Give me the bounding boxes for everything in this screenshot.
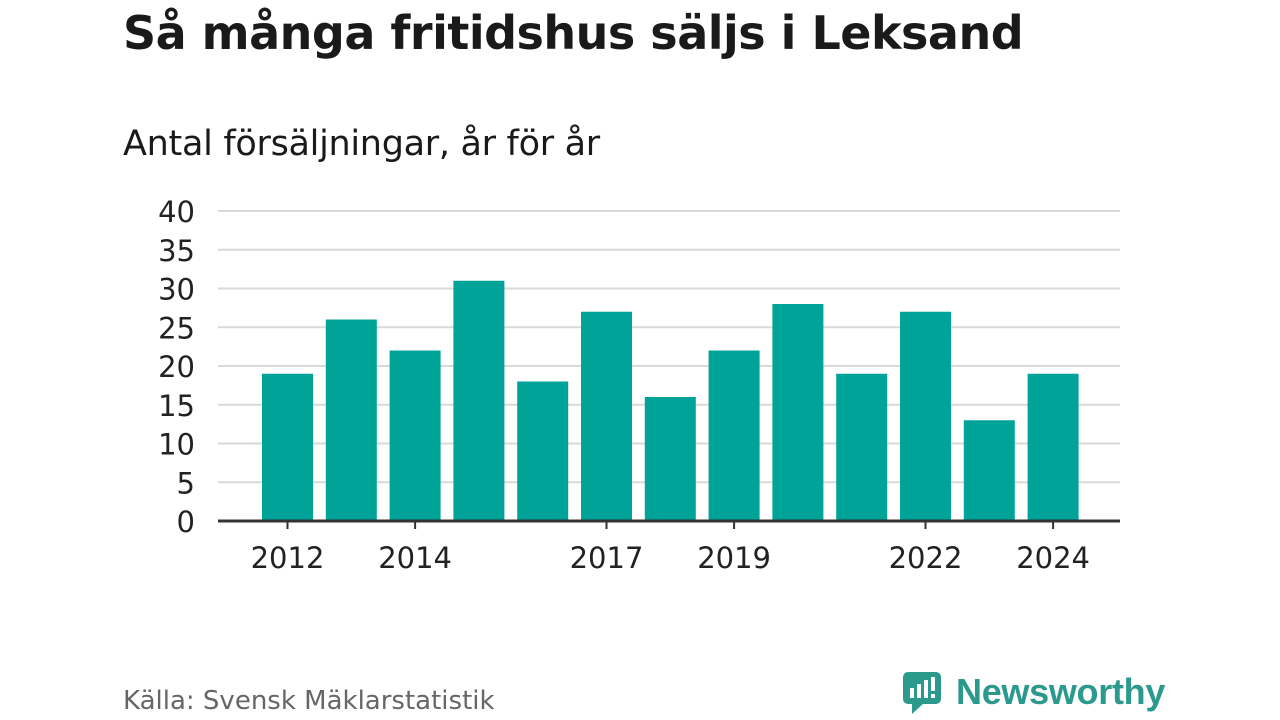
bar-2020 (772, 304, 824, 521)
y-tick-label: 5 (177, 466, 195, 500)
x-tick-label: 2014 (378, 541, 452, 575)
newsworthy-logo-text: Newsworthy (956, 671, 1166, 712)
source-note: Källa: Svensk Mäklarstatistik (123, 686, 495, 716)
bar-2024 (1027, 373, 1079, 521)
bar-2017 (581, 311, 632, 521)
y-tick-label: 35 (158, 234, 195, 268)
bar-2019 (708, 350, 760, 521)
bar-2013 (325, 319, 377, 521)
bar-2012 (262, 373, 313, 521)
bar-2023 (963, 420, 1015, 521)
y-tick-label: 0 (177, 505, 195, 539)
x-tick-label: 2024 (1016, 541, 1090, 575)
x-tick-label: 2022 (889, 541, 963, 575)
chart-subtitle: Antal försäljningar, år för år (123, 124, 600, 164)
y-tick-label: 40 (158, 195, 195, 229)
x-tick-label: 2012 (251, 541, 325, 575)
bar-2016 (517, 381, 569, 521)
bar-2018 (644, 397, 696, 521)
x-tick-label: 2019 (697, 541, 771, 575)
y-tick-label: 10 (158, 428, 195, 462)
y-tick-label: 15 (158, 389, 195, 423)
bar-2015 (453, 280, 505, 521)
newsworthy-logo: Newsworthy (900, 670, 1165, 714)
bar-2021 (836, 373, 888, 521)
x-tick-label: 2017 (570, 541, 644, 575)
bar-2014 (389, 350, 441, 521)
y-tick-label: 20 (158, 350, 195, 384)
newsworthy-logo-icon (903, 672, 941, 714)
bar-2022 (900, 311, 951, 521)
chart-title: Så många fritidshus säljs i Leksand (123, 6, 1024, 60)
y-tick-label: 25 (158, 311, 195, 345)
y-tick-label: 30 (158, 273, 195, 307)
